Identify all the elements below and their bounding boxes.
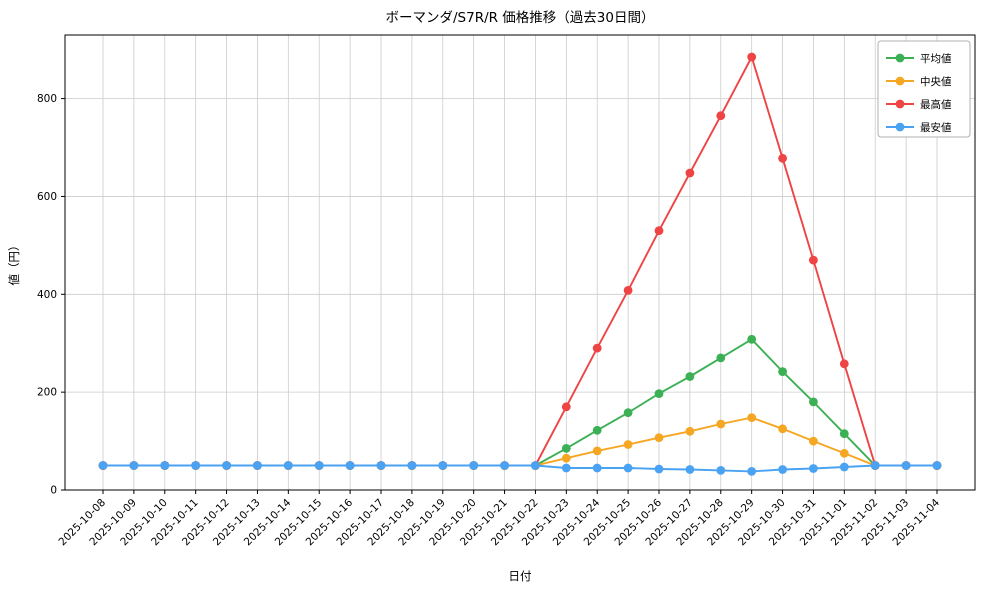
legend-item: 中央値 [886, 75, 952, 88]
plot-border [64, 34, 976, 491]
data-point [778, 424, 787, 434]
data-point [623, 440, 633, 449]
data-point [623, 286, 633, 295]
data-point [129, 461, 139, 470]
chart-title: ボーマンダ/S7R/R 価格推移（過去30日間） [386, 10, 655, 26]
data-point [407, 461, 417, 470]
data-point [839, 462, 849, 472]
data-point [654, 433, 664, 443]
data-point [839, 448, 849, 458]
legend-item: 平均値 [886, 52, 952, 65]
data-point [809, 464, 818, 473]
legend-marker [895, 99, 905, 109]
data-point [160, 461, 170, 470]
data-point [592, 446, 602, 456]
data-point [809, 255, 818, 265]
legend-item: 最安値 [886, 121, 952, 134]
data-point [716, 353, 726, 363]
data-point [809, 436, 818, 446]
data-point [98, 461, 108, 470]
data-point [778, 465, 787, 474]
data-point [778, 153, 787, 163]
legend-label: 最安値 [920, 121, 952, 134]
data-point [253, 461, 262, 470]
y-tick-label: 800 [37, 93, 57, 105]
legend-label: 平均値 [920, 52, 952, 65]
data-point [685, 372, 695, 381]
data-point [561, 463, 571, 473]
data-point [438, 461, 448, 470]
legend-label: 中央値 [920, 75, 952, 88]
data-point [747, 52, 757, 62]
data-point [901, 461, 911, 470]
data-point [500, 461, 509, 470]
data-point [716, 111, 726, 121]
data-point [561, 444, 571, 453]
y-tick-label: 600 [37, 191, 57, 203]
data-point [839, 429, 849, 439]
data-point [345, 461, 355, 470]
legend-label: 最高値 [920, 98, 952, 111]
data-point [592, 463, 602, 473]
data-point [561, 453, 571, 463]
y-tick-label: 0 [50, 485, 57, 497]
data-point [685, 465, 695, 474]
data-point [654, 389, 664, 398]
legend-item: 最高値 [886, 98, 952, 111]
y-tick-label: 200 [37, 387, 57, 399]
series [98, 461, 942, 476]
grid [65, 35, 975, 491]
data-point [222, 461, 232, 470]
data-point [839, 359, 849, 369]
legend-marker [895, 53, 905, 63]
data-point [716, 419, 726, 429]
data-point [561, 402, 571, 412]
data-point [592, 425, 602, 435]
data-point [747, 413, 757, 422]
data-point [747, 334, 757, 344]
data-point [592, 343, 602, 353]
y-tick-label: 400 [37, 289, 57, 301]
data-point [314, 461, 324, 470]
data-point [376, 461, 386, 470]
data-point [747, 467, 757, 476]
data-point [654, 464, 664, 474]
y-axis-label: 値（円） [7, 240, 21, 286]
data-point [283, 461, 293, 470]
series-line [103, 464, 937, 473]
data-point [685, 426, 695, 436]
data-point [654, 226, 664, 236]
data-point [531, 461, 540, 470]
data-point [623, 463, 633, 473]
data-point [685, 168, 695, 178]
data-point [716, 466, 726, 475]
data-point [870, 461, 880, 470]
legend-box [877, 40, 971, 138]
legend-marker [895, 122, 905, 132]
data-point [191, 461, 201, 470]
x-axis-label: 日付 [509, 569, 532, 583]
legend-marker [895, 76, 905, 86]
data-point [623, 408, 633, 418]
data-point [809, 397, 818, 407]
data-point [469, 461, 479, 470]
data-point [778, 367, 787, 376]
data-point [932, 461, 942, 470]
